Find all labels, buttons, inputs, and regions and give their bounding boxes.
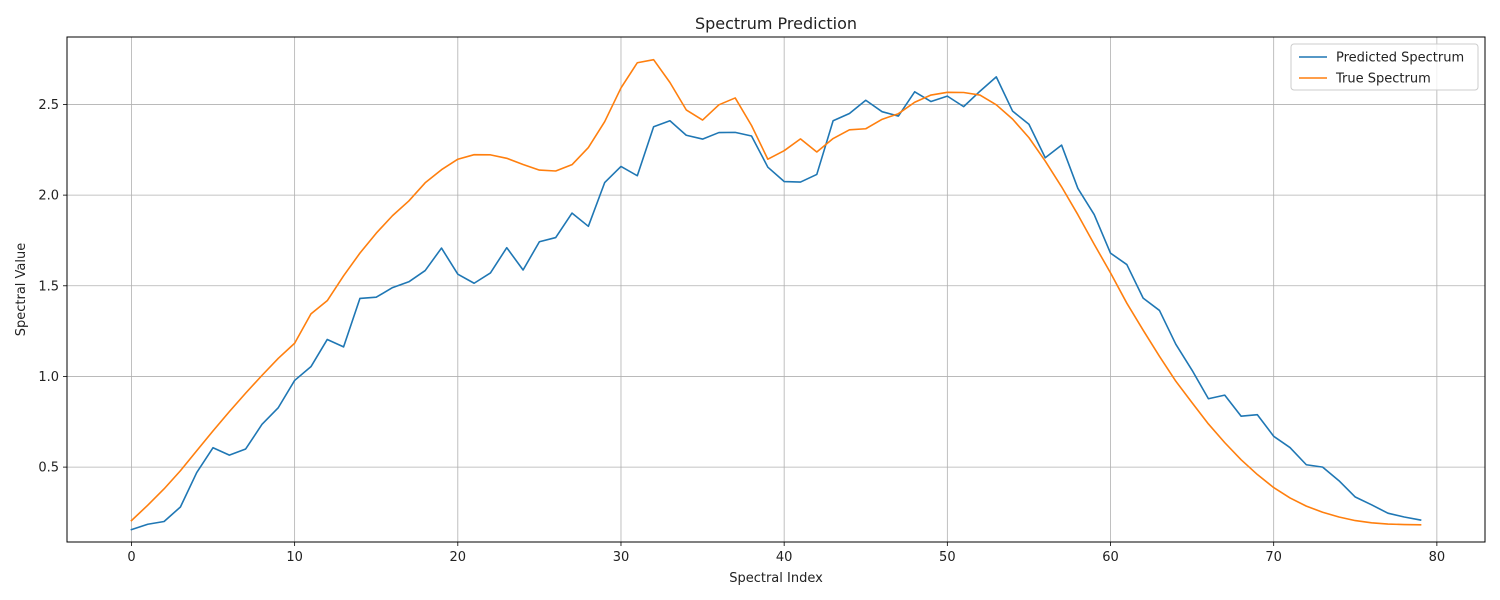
- y-tick-label: 1.0: [38, 370, 59, 385]
- series-line-true-spectrum: [130, 58, 1422, 526]
- x-tick-label: 70: [1265, 550, 1282, 565]
- y-tick-label: 0.5: [38, 461, 59, 476]
- y-tick-label: 1.5: [38, 279, 59, 294]
- legend-label: Predicted Spectrum: [1336, 51, 1464, 66]
- x-axis-label: Spectral Index: [729, 571, 823, 586]
- y-tick-label: 2.0: [38, 189, 59, 204]
- x-tick-label: 80: [1429, 550, 1446, 565]
- x-tick-label: 50: [939, 550, 956, 565]
- series-layer: [130, 58, 1422, 531]
- legend-box: [1290, 43, 1479, 91]
- x-tick-label: 10: [286, 550, 303, 565]
- x-tick-label: 0: [127, 550, 135, 565]
- y-tick-label: 2.5: [38, 98, 59, 113]
- series-line-predicted-spectrum: [130, 76, 1422, 531]
- x-tick-label: 60: [1102, 550, 1119, 565]
- x-tick-label: 20: [450, 550, 467, 565]
- y-axis-label: Spectral Value: [14, 243, 29, 337]
- plot-area-frame: [66, 36, 1486, 543]
- chart-title: Spectrum Prediction: [695, 14, 857, 33]
- x-tick-label: 40: [776, 550, 793, 565]
- legend: Predicted Spectrum True Spectrum: [1290, 43, 1479, 91]
- tick-layer: 0 10 20 30 40 50 60 70 80 0.5 1.0 1.5 2.0 2.5: [38, 98, 1445, 565]
- legend-label: True Spectrum: [1335, 72, 1431, 87]
- x-tick-label: 30: [613, 550, 630, 565]
